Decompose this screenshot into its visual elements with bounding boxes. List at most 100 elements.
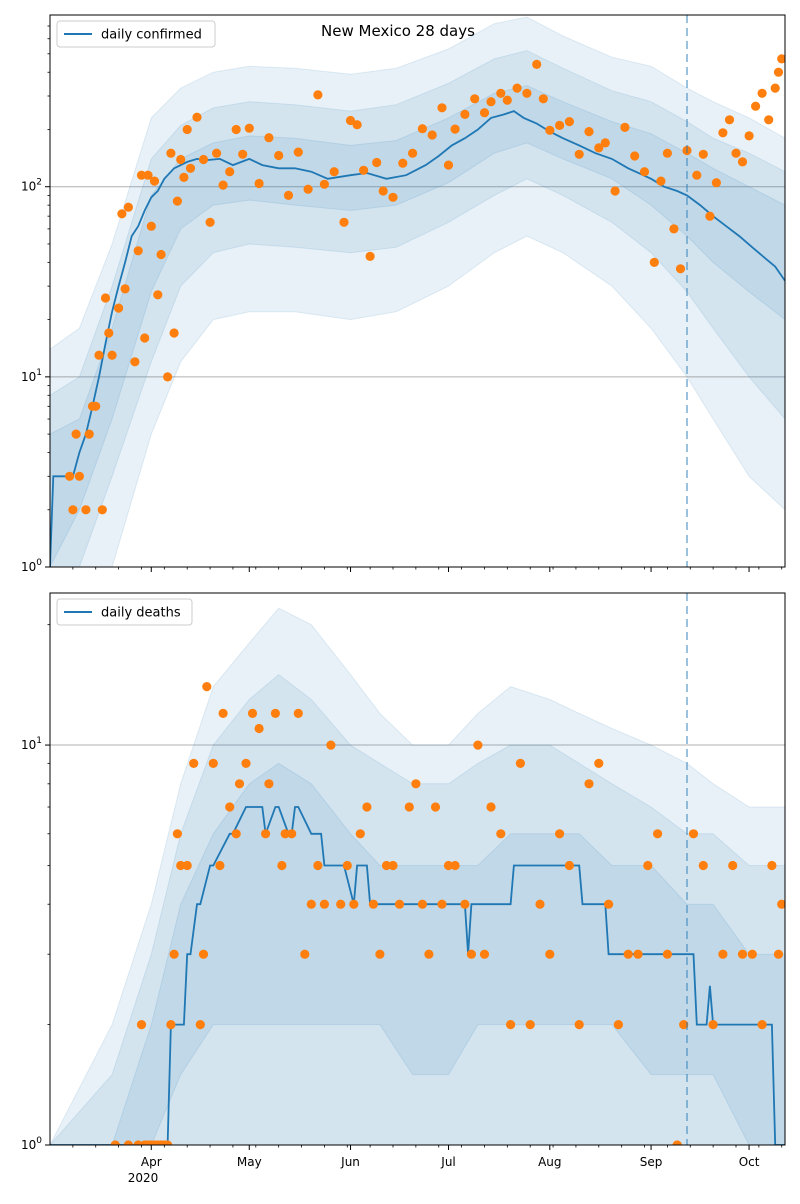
deaths-data-point bbox=[313, 860, 323, 871]
confirmed-data-point bbox=[388, 192, 398, 202]
confirmed-data-point bbox=[169, 328, 179, 338]
deaths-panel: 100 101 Apr May Jun Jul Aug Sep Oct daily deaths… bbox=[21, 592, 786, 1185]
confirmed-data-point bbox=[212, 148, 222, 158]
deaths-data-point bbox=[189, 758, 199, 769]
deaths-data-point bbox=[653, 829, 663, 839]
deaths-data-point bbox=[574, 1020, 584, 1030]
deaths-y-tick-label: 101 bbox=[21, 736, 42, 752]
confirmed-data-point bbox=[198, 154, 209, 165]
confirmed-data-point bbox=[100, 293, 111, 303]
deaths-data-point bbox=[535, 899, 545, 909]
deaths-data-point bbox=[342, 860, 352, 871]
confirmed-data-point bbox=[123, 202, 133, 212]
confirmed-data-point bbox=[630, 151, 640, 161]
deaths-data-point bbox=[172, 829, 182, 839]
confirmed-data-point bbox=[254, 178, 264, 189]
deaths-data-point bbox=[417, 899, 427, 909]
deaths-data-point bbox=[300, 949, 310, 959]
confirmed-axes-frame bbox=[49, 14, 786, 568]
confirmed-data-point bbox=[545, 125, 555, 135]
deaths-data-point bbox=[375, 949, 385, 959]
deaths-data-point bbox=[688, 829, 699, 839]
deaths-data-point bbox=[208, 758, 218, 769]
confirmed-legend-box bbox=[56, 20, 216, 48]
deaths-data-point bbox=[515, 758, 526, 769]
deaths-ticks: 100 101 Apr May Jun Jul Aug Sep Oct bbox=[21, 624, 783, 1169]
confirmed-data-point bbox=[176, 154, 186, 165]
confirmed-data-point bbox=[662, 148, 673, 158]
deaths-data-point bbox=[280, 829, 290, 839]
confirmed-data-point bbox=[163, 372, 173, 382]
confirmed-ticks: 100 101 102 bbox=[21, 25, 783, 574]
deaths-y-tick-label: 100 bbox=[21, 1136, 42, 1152]
deaths-data-point bbox=[270, 708, 280, 719]
confirmed-data-point bbox=[698, 149, 708, 159]
deaths-data-point bbox=[672, 1140, 682, 1145]
deaths-data-point bbox=[394, 899, 405, 909]
deaths-data-point bbox=[326, 740, 336, 750]
deaths-data-point bbox=[728, 860, 738, 871]
deaths-data-point bbox=[486, 802, 496, 812]
deaths-data-point bbox=[767, 860, 777, 871]
confirmed-data-point bbox=[238, 149, 248, 159]
deaths-band-2 bbox=[50, 673, 785, 1145]
deaths-data-point bbox=[662, 949, 673, 959]
confirmed-data-point bbox=[764, 115, 774, 125]
confirmed-data-point bbox=[153, 290, 163, 300]
confirmed-data-point bbox=[757, 88, 767, 98]
confirmed-data-point bbox=[532, 59, 542, 69]
deaths-data-point bbox=[708, 1020, 718, 1030]
confirmed-data-point bbox=[378, 186, 388, 196]
deaths-data-point bbox=[545, 949, 555, 959]
confirmed-data-point bbox=[192, 112, 202, 122]
deaths-data-point bbox=[698, 860, 708, 871]
confirmed-data-point bbox=[744, 131, 754, 141]
deaths-data-point bbox=[506, 1020, 516, 1030]
confirmed-data-point bbox=[649, 257, 659, 267]
confirmed-band-2 bbox=[50, 50, 785, 567]
confirmed-data-point bbox=[610, 186, 620, 196]
confirmed-data-point bbox=[751, 101, 761, 111]
deaths-x-tick-label: May bbox=[237, 1155, 262, 1169]
confirmed-data-point bbox=[182, 124, 192, 135]
deaths-x-tick-label: Jul bbox=[440, 1155, 455, 1169]
deaths-data-point bbox=[368, 899, 378, 909]
deaths-bands bbox=[50, 607, 785, 1145]
figure-title: New Mexico 28 days bbox=[321, 22, 475, 40]
confirmed-data-point bbox=[179, 172, 189, 182]
deaths-data-point bbox=[496, 829, 506, 839]
confirmed-data-point bbox=[283, 190, 294, 200]
deaths-data-point bbox=[349, 899, 359, 909]
deaths-data-point bbox=[388, 860, 398, 871]
deaths-data-point bbox=[404, 802, 414, 812]
deaths-data-point bbox=[460, 899, 470, 909]
deaths-data-point bbox=[247, 708, 258, 719]
confirmed-data-point bbox=[225, 167, 235, 177]
confirmed-data-point bbox=[274, 150, 284, 161]
confirmed-data-point bbox=[675, 264, 686, 274]
confirmed-data-point bbox=[345, 115, 356, 126]
confirmed-y-tick-label: 100 bbox=[21, 558, 42, 574]
x-year-label: 2020 bbox=[128, 1171, 159, 1185]
confirmed-data-point bbox=[205, 217, 215, 227]
deaths-data-point bbox=[437, 899, 447, 909]
confirmed-data-point bbox=[718, 128, 728, 138]
deaths-data-point bbox=[362, 802, 372, 812]
confirmed-data-point bbox=[146, 221, 156, 231]
confirmed-data-point bbox=[470, 94, 480, 104]
deaths-data-point bbox=[231, 829, 241, 839]
confirmed-data-point bbox=[372, 157, 382, 168]
confirmed-data-point bbox=[656, 176, 666, 186]
confirmed-data-point bbox=[564, 117, 575, 127]
confirmed-data-point bbox=[417, 124, 427, 134]
deaths-data-point bbox=[747, 949, 757, 959]
confirmed-data-point bbox=[130, 357, 140, 367]
deaths-x-tick-label: Oct bbox=[739, 1155, 760, 1169]
confirmed-data-point bbox=[574, 149, 584, 159]
confirmed-data-point bbox=[437, 103, 447, 113]
confirmed-data-point bbox=[107, 350, 117, 360]
deaths-x-tick-label: Jun bbox=[340, 1155, 360, 1169]
confirmed-data-point bbox=[479, 108, 490, 118]
deaths-data-point bbox=[773, 949, 784, 959]
